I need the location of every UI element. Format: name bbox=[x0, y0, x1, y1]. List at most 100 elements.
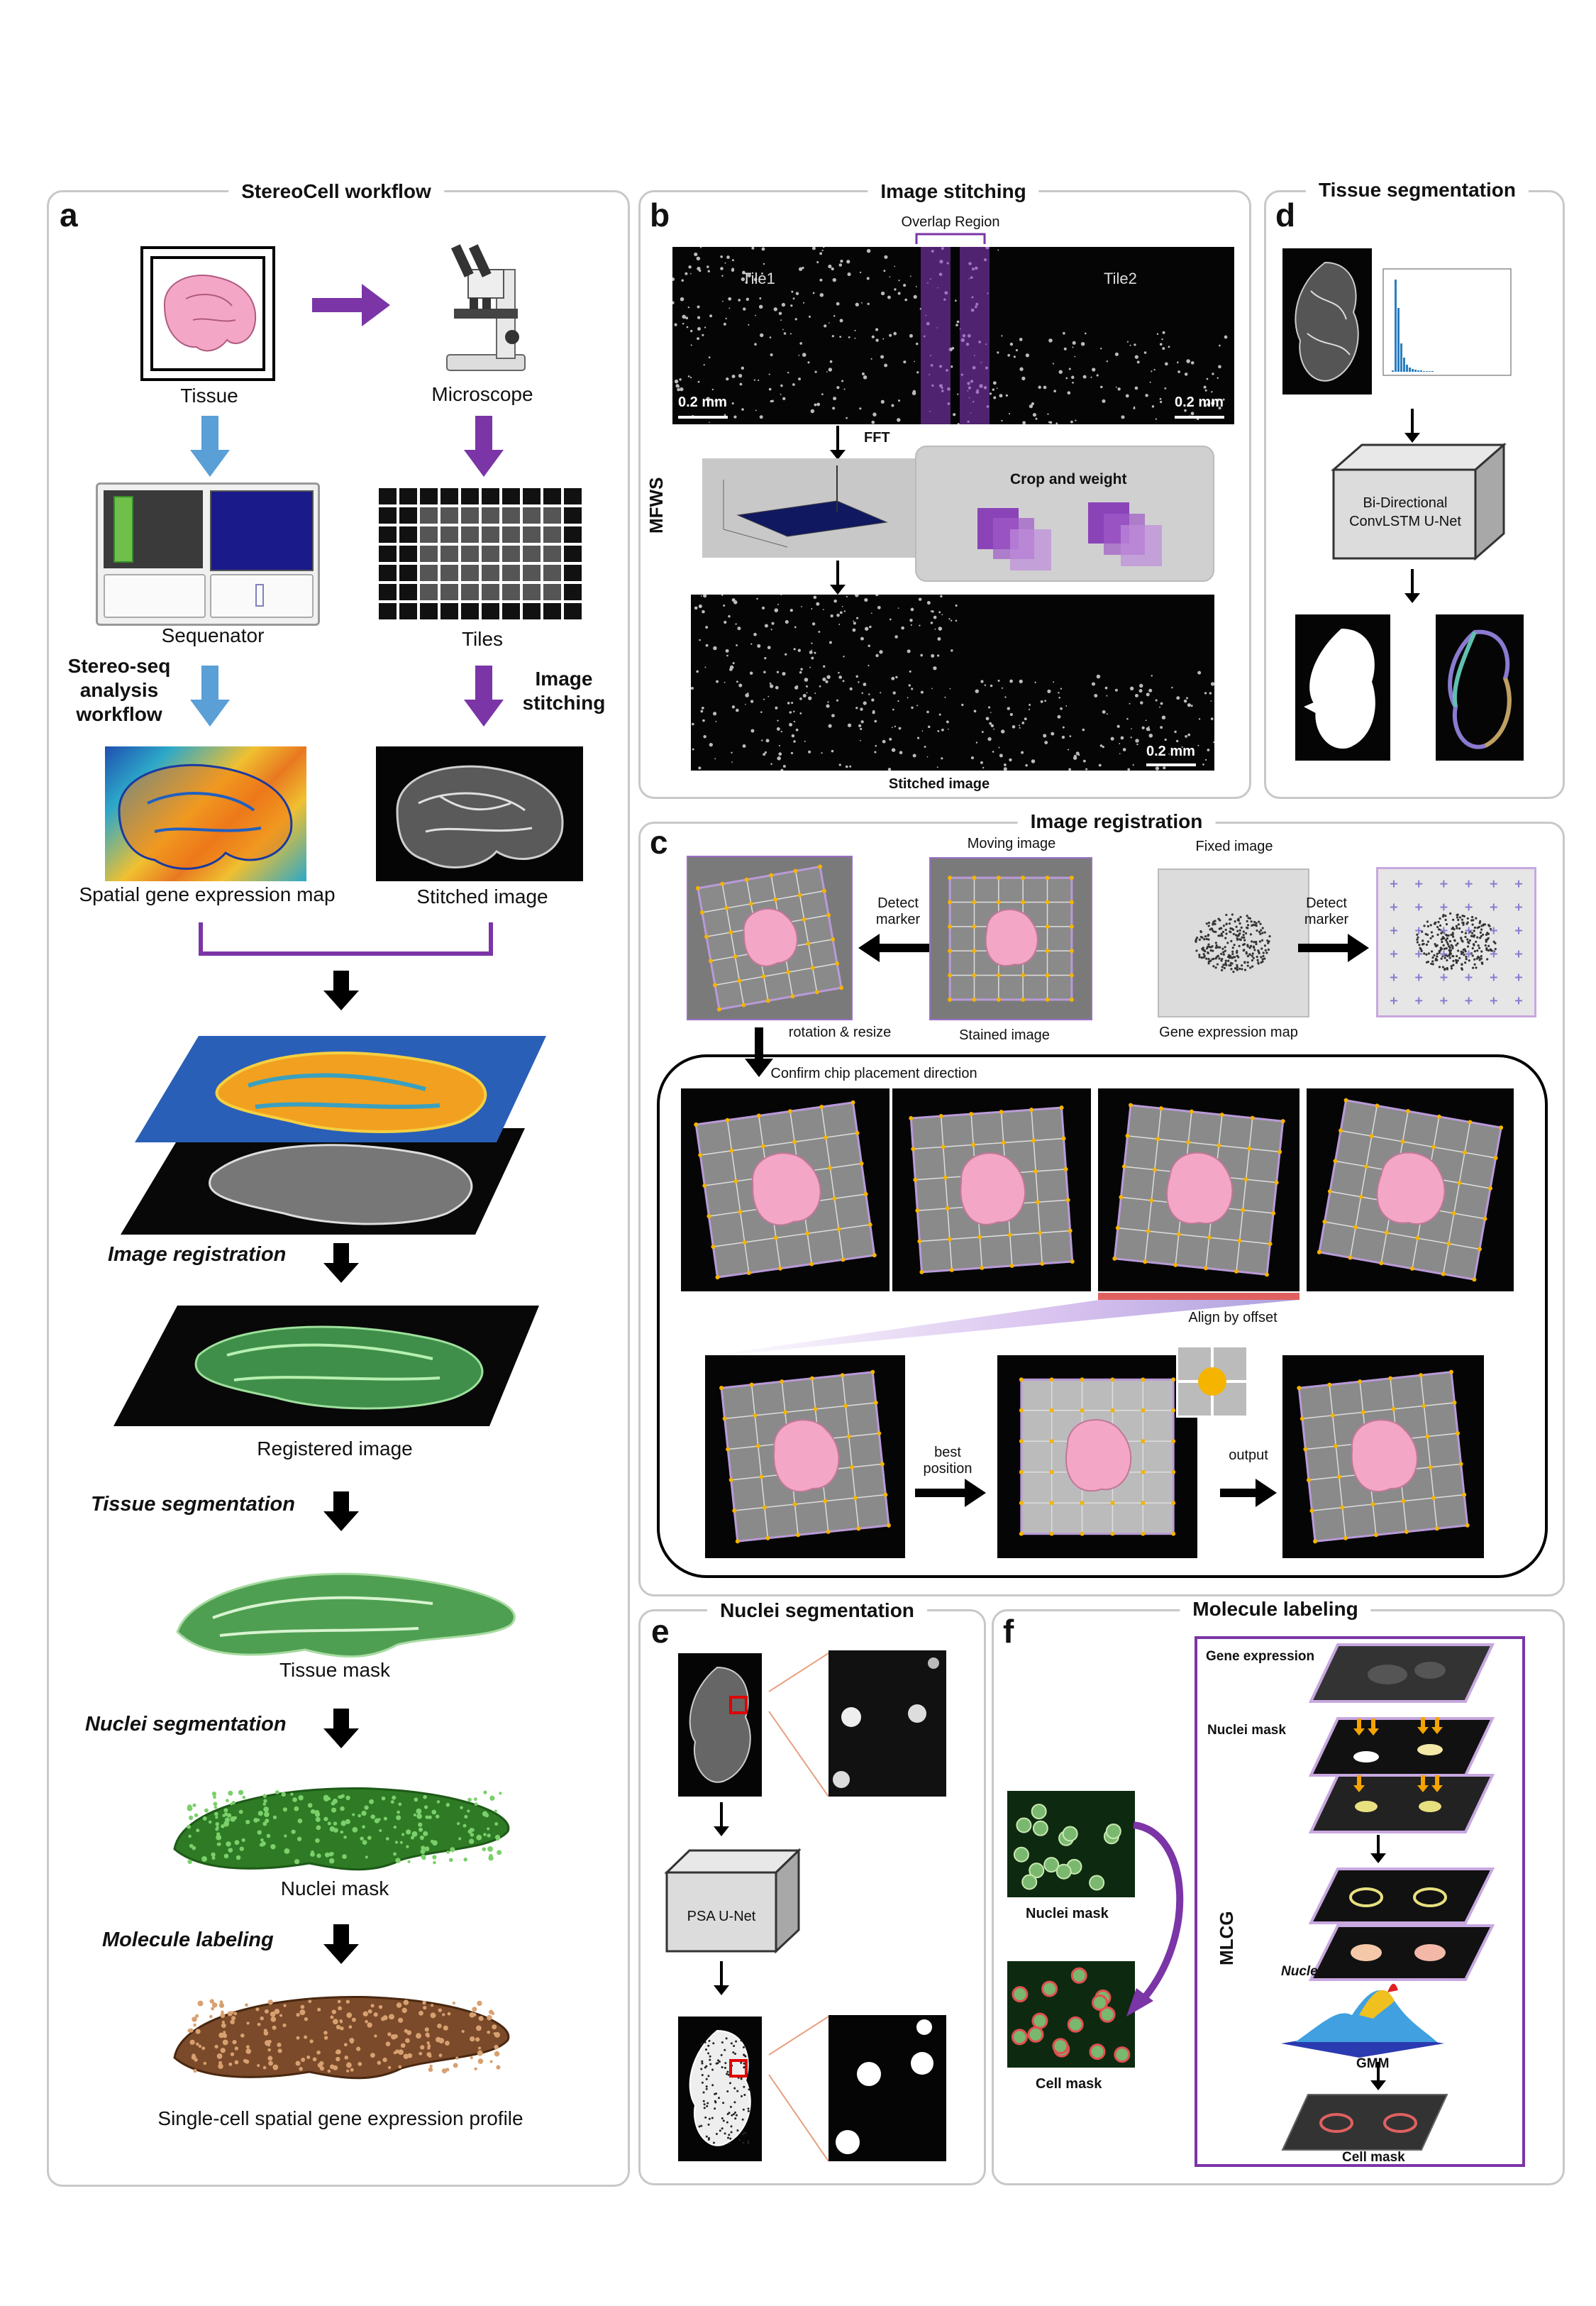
stitched-image-large bbox=[691, 595, 1214, 771]
fft-plot bbox=[702, 458, 915, 558]
mlcg-box bbox=[1195, 1636, 1525, 2167]
stitched-image-caption: Stitched image bbox=[888, 776, 990, 792]
marker-detected-image bbox=[687, 856, 853, 1020]
panel-c-title: Image registration bbox=[1017, 810, 1216, 833]
f-out-cell-mask-label: Cell mask bbox=[1342, 2150, 1405, 2165]
arrow-down-icon bbox=[323, 1924, 359, 1964]
scale-bar-stitched: 0.2 mm bbox=[1146, 744, 1195, 759]
panel-e-letter: e bbox=[651, 1613, 670, 1650]
output-image bbox=[1282, 1355, 1484, 1558]
crop-weight-box bbox=[915, 446, 1214, 582]
chip-direction-box bbox=[657, 1054, 1548, 1578]
cell-mask-layers bbox=[1308, 1868, 1495, 1981]
nuclei-mask-layer bbox=[1308, 1717, 1495, 1833]
confirm-direction-label: Confirm chip placement direction bbox=[770, 1066, 977, 1081]
arrow-down-icon bbox=[714, 1802, 729, 1836]
scale-bar-right: 0.2 mm bbox=[1175, 395, 1224, 410]
tissue-seg-mask bbox=[1295, 614, 1390, 761]
overlay-image bbox=[705, 1355, 905, 1558]
microscope-label: Microscope bbox=[431, 383, 533, 405]
orientation-option-3 bbox=[1098, 1088, 1299, 1291]
panel-f-title: Molecule labeling bbox=[1180, 1598, 1371, 1621]
gene-expression-layer-label: Gene expression bbox=[1206, 1649, 1315, 1664]
arrow-right-icon bbox=[312, 284, 390, 326]
panel-b-title: Image stitching bbox=[868, 180, 1039, 203]
nuclei-zoom-image bbox=[829, 1650, 946, 1797]
crop-square bbox=[1010, 529, 1051, 570]
nuclei-mask-layer-label: Nuclei mask bbox=[1207, 1723, 1286, 1738]
arrow-right-icon bbox=[1220, 1479, 1277, 1507]
tiles-label: Tiles bbox=[461, 628, 504, 650]
arrow-down-icon bbox=[1404, 569, 1420, 603]
tile-pair-image bbox=[672, 247, 1234, 424]
selected-bar bbox=[1098, 1293, 1299, 1300]
step-molecule-label: Molecule labeling bbox=[102, 1929, 274, 1951]
fft-label: FFT bbox=[864, 430, 890, 446]
tissue-mask-image bbox=[176, 1572, 516, 1658]
microscope-icon bbox=[446, 244, 526, 371]
tissue-mask-label: Tissue mask bbox=[279, 1659, 391, 1681]
stitched-image-small bbox=[376, 746, 583, 881]
final-profile-image bbox=[173, 1996, 510, 2080]
merge-bracket bbox=[199, 922, 493, 956]
tile1-label: Tile1 bbox=[742, 270, 775, 287]
best-position-label: best position bbox=[923, 1445, 972, 1477]
step-tissue-seg-label: Tissue segmentation bbox=[91, 1493, 295, 1516]
arrow-down-icon bbox=[323, 1709, 359, 1748]
arrow-down-icon bbox=[1370, 2062, 1386, 2090]
tissue-icon bbox=[163, 274, 257, 352]
arrow-down-icon bbox=[714, 1961, 729, 1995]
mlcg-label: MLCG bbox=[1216, 1911, 1237, 1965]
arrow-down-blue-icon bbox=[190, 416, 230, 477]
arrow-down-icon bbox=[1370, 1835, 1386, 1863]
rotation-resize-label: rotation & resize bbox=[788, 1025, 892, 1040]
density-fitting-label: Nuclei genes density fitting bbox=[1281, 1964, 1457, 1979]
align-offset-label: Align by offset bbox=[1188, 1310, 1278, 1325]
zoom-lines bbox=[768, 1653, 829, 1797]
scale-bar-line bbox=[678, 416, 728, 419]
panel-a-title: StereoCell workflow bbox=[228, 180, 444, 203]
network-cube-e bbox=[664, 1848, 802, 1954]
tissue-frame bbox=[140, 246, 275, 381]
arrow-down-purple-icon bbox=[464, 416, 504, 477]
nuclei-mask-image bbox=[173, 1787, 510, 1871]
gene-map-image bbox=[1158, 868, 1309, 1017]
network-e-label: PSA U-Net bbox=[687, 1909, 756, 1924]
detect-marker-label-2: Detect marker bbox=[1304, 895, 1349, 927]
cell-mask-output bbox=[1281, 2094, 1448, 2151]
gmm-surface bbox=[1281, 1983, 1444, 2058]
registration-layers bbox=[121, 1036, 546, 1235]
panel-b-letter: b bbox=[650, 197, 670, 233]
moving-image-label: Moving image bbox=[967, 836, 1056, 851]
arrow-down-icon bbox=[323, 1243, 359, 1283]
f-cell-mask-label: Cell mask bbox=[1036, 2076, 1102, 2092]
gmm-label: GMM bbox=[1356, 2056, 1390, 2071]
panel-f-letter: f bbox=[1003, 1613, 1014, 1650]
tiles-grid bbox=[377, 487, 583, 622]
stitched-image-label: Stitched image bbox=[416, 886, 548, 907]
nuclei-mask-label: Nuclei mask bbox=[280, 1877, 389, 1899]
arrow-down-icon bbox=[323, 1491, 359, 1531]
gene-map-marked bbox=[1376, 867, 1536, 1017]
align-funnel bbox=[702, 1300, 1298, 1357]
arrow-down-icon bbox=[745, 1027, 773, 1077]
gene-map-label: Gene expression map bbox=[1159, 1025, 1298, 1040]
panel-c-letter: c bbox=[650, 824, 668, 861]
arrow-down-icon bbox=[323, 971, 359, 1010]
curved-arrow-icon bbox=[1126, 1821, 1184, 2017]
scale-bar-line bbox=[1175, 416, 1224, 419]
arrow-down-icon bbox=[1404, 409, 1420, 443]
zoom-inset bbox=[1176, 1345, 1248, 1418]
sequenator-label: Sequenator bbox=[161, 624, 265, 646]
image-stitching-label: Image stitching bbox=[522, 668, 606, 714]
nuclei-mask-zoom bbox=[829, 2015, 946, 2161]
tile2-label: Tile2 bbox=[1104, 270, 1137, 287]
arrow-left-icon bbox=[858, 934, 929, 962]
panel-a-letter: a bbox=[60, 197, 78, 233]
histogram-chart bbox=[1382, 268, 1512, 376]
zoom-lines bbox=[768, 2016, 829, 2162]
registered-image-label: Registered image bbox=[257, 1438, 413, 1460]
nuclei-output-image bbox=[678, 2017, 762, 2161]
tissue-seg-contour bbox=[1436, 614, 1524, 761]
scale-bar-left: 0.2 mm bbox=[678, 395, 727, 410]
